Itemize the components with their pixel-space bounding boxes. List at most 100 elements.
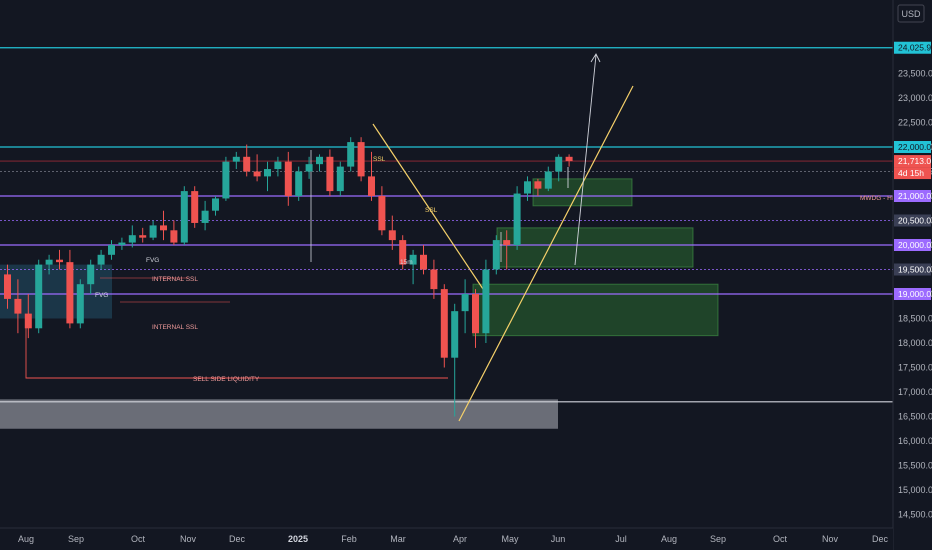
candle-body <box>149 225 157 238</box>
candle-body <box>284 161 292 196</box>
candle-body <box>97 254 105 265</box>
candle-body <box>108 245 115 255</box>
time-axis-bg <box>0 528 893 550</box>
candle-body <box>409 254 417 265</box>
currency-button[interactable]: USD <box>897 4 925 23</box>
candle-body <box>180 191 188 243</box>
price-tag-label: 21,713.0 <box>898 156 931 166</box>
time-tick-label: Aug <box>661 534 677 544</box>
candle-body <box>513 193 521 245</box>
time-axis[interactable]: Aug Sep Oct Nov Dec 2025 Feb Mar Apr May Jun Jul Aug… <box>0 527 893 550</box>
fvg-label-1: FVG <box>146 257 159 264</box>
candle-body <box>14 298 22 314</box>
candle-body <box>264 169 271 177</box>
candle-body <box>45 259 53 265</box>
candle-body <box>66 262 74 324</box>
price-tag-label: 24,025.9 <box>898 43 931 53</box>
candle-body <box>534 181 542 189</box>
price-tick-label: 14,500.0 <box>898 510 932 520</box>
demand-zone-3 <box>472 283 719 337</box>
price-tag-label: 21,000.0 <box>898 191 931 201</box>
projection-arrow <box>574 54 597 266</box>
time-tick-label: Oct <box>131 534 146 544</box>
price-tag-label: 19,500.0 <box>898 265 931 275</box>
internal-ssl-label-1: INTERNAL SSL <box>152 276 198 283</box>
price-tag-label: 19,000.0 <box>898 289 931 299</box>
time-tick-label: Dec <box>229 534 246 544</box>
candle-body <box>357 142 365 177</box>
candle-body <box>420 254 427 270</box>
price-tick-label: 23,500.0 <box>898 69 932 79</box>
candle-body <box>440 289 448 358</box>
candle-body <box>461 294 469 312</box>
candle-body <box>191 191 199 223</box>
candle-body <box>492 240 500 270</box>
candle-body <box>305 164 313 172</box>
candle-body <box>170 230 178 243</box>
sell-side-zone <box>0 399 558 429</box>
demand-zone-2 <box>496 227 694 268</box>
time-tick-label: Sep <box>710 534 726 544</box>
candle-body <box>565 156 573 162</box>
time-tick-label: Jul <box>615 534 627 544</box>
price-tag-label: 22,000.0 <box>898 142 931 152</box>
candle-body <box>430 269 438 290</box>
candle-body <box>388 230 396 241</box>
candle-body <box>295 171 303 196</box>
candle-body <box>4 274 11 299</box>
price-tag-bg <box>894 288 931 300</box>
candle-body <box>378 196 386 231</box>
time-tick-label: Sep <box>68 534 84 544</box>
price-tick-label: 17,500.0 <box>898 363 932 373</box>
candle-body <box>555 156 563 172</box>
candle-body <box>222 161 230 199</box>
time-tick-label: May <box>501 534 519 544</box>
time-tick-label: Nov <box>822 534 839 544</box>
fvg-label-2: FVG <box>95 292 108 299</box>
price-tick-label: 18,000.0 <box>898 338 932 348</box>
candle-body <box>232 156 240 162</box>
countdown-bg <box>894 167 931 180</box>
candle-body <box>347 142 355 167</box>
up-trendline <box>458 85 634 422</box>
candle-body <box>316 156 323 165</box>
candle-body <box>118 242 126 245</box>
timeframe-label: 15m <box>400 259 413 266</box>
price-tag-bg <box>894 41 931 54</box>
candle-body <box>336 166 344 192</box>
candle-body <box>399 240 407 265</box>
candle-body <box>253 171 261 177</box>
zones-layer <box>0 178 719 429</box>
candle-body <box>128 235 136 243</box>
candle-body <box>544 171 552 189</box>
price-tick-label: 15,000.0 <box>898 485 932 495</box>
time-tick-label: Mar <box>390 534 406 544</box>
countdown-label: 4d 15h <box>898 168 924 178</box>
candle-body <box>368 176 375 196</box>
time-tick-label: Nov <box>180 534 197 544</box>
candle-body <box>35 264 43 329</box>
internal-ssl-label-2: INTERNAL SSL <box>152 324 198 331</box>
mwdg-high-label: MWDG - High <box>860 195 901 202</box>
sell-side-bracket <box>25 322 448 379</box>
candle-body <box>482 269 490 334</box>
time-tick-label: Apr <box>453 534 467 544</box>
price-tag-bg <box>894 239 931 251</box>
candle-body <box>212 198 219 211</box>
price-axis[interactable]: 14,500.0 15,000.0 15,500.0 16,000.0 16,500.0… <box>892 0 932 550</box>
projection-arrowhead <box>590 53 601 63</box>
price-tag-bg <box>894 263 931 276</box>
candle-body <box>56 259 63 263</box>
candle-body <box>274 161 282 170</box>
candle-body <box>503 240 511 245</box>
time-tick-label: Dec <box>872 534 889 544</box>
candle-body <box>326 156 334 192</box>
sell-side-label: SELL SIDE LIQUIDITY <box>193 376 260 383</box>
price-tick-label: 17,000.0 <box>898 387 932 397</box>
candle-body <box>451 311 459 358</box>
time-tick-label: Jun <box>551 534 566 544</box>
price-tag-label: 20,000.0 <box>898 240 931 250</box>
candle-body <box>76 284 84 324</box>
